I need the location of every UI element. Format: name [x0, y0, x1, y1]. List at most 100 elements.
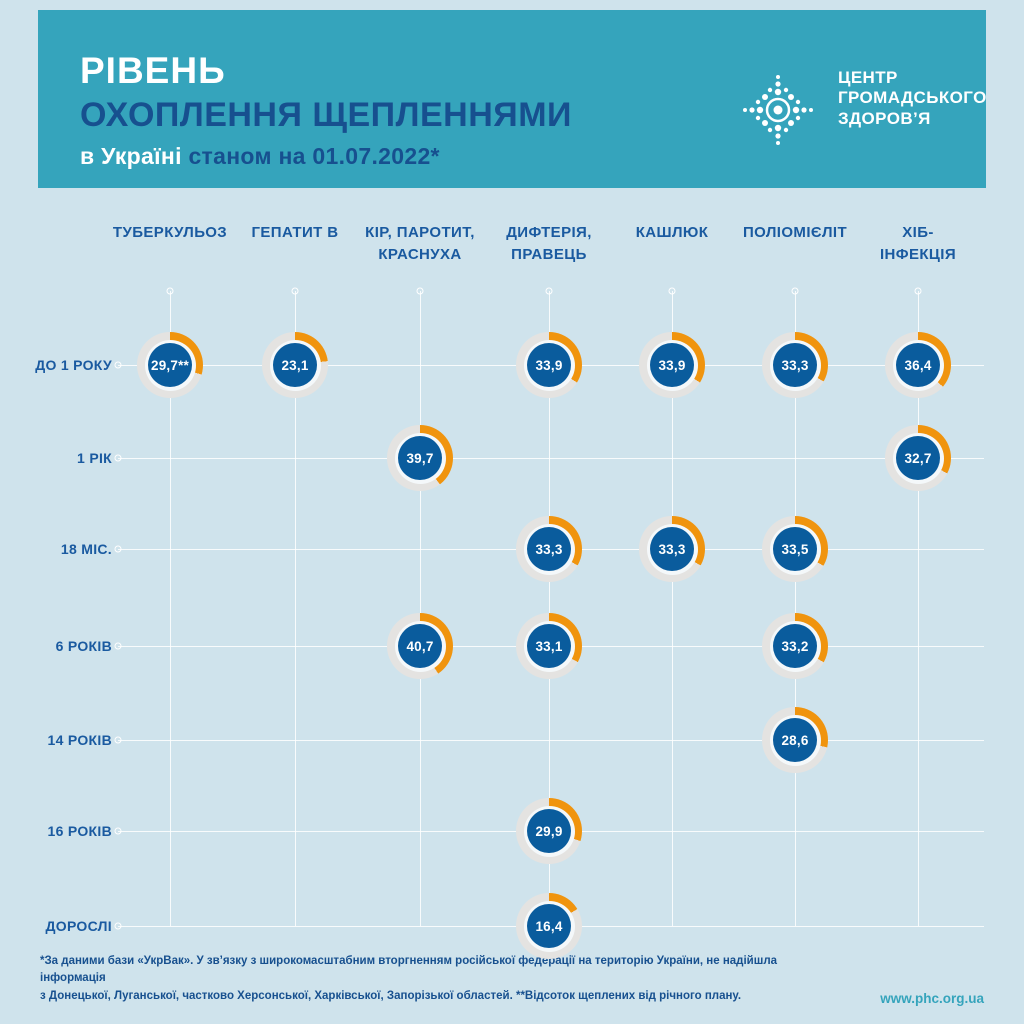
- title-line2: ОХОПЛЕННЯ ЩЕПЛЕННЯМИ: [80, 96, 572, 134]
- grid-vline: [917, 291, 919, 926]
- gauge-value: 33,9: [527, 343, 571, 387]
- grid-node: [914, 287, 922, 295]
- gauge-gap: 33,3: [769, 339, 821, 391]
- gauge-value: 23,1: [273, 343, 317, 387]
- gauge-value: 33,3: [527, 527, 571, 571]
- gauge-value: 16,4: [527, 904, 571, 948]
- grid-node: [114, 922, 122, 930]
- grid-node: [114, 545, 122, 553]
- gauge-ДО 1 РОКУ-1: 23,1: [262, 332, 328, 398]
- row-label-3: 6 РОКІВ: [55, 638, 112, 654]
- gauge-value: 39,7: [398, 436, 442, 480]
- column-header-2: КІР, ПАРОТИТ, КРАСНУХА: [365, 224, 475, 263]
- gauge-ДОРОСЛІ-3: 16,4: [516, 893, 582, 959]
- row-label-1: 1 РІК: [77, 450, 112, 466]
- gauge-value: 29,9: [527, 809, 571, 853]
- grid-vline: [294, 291, 296, 926]
- column-header-5: ПОЛІОМІЄЛІТ: [742, 224, 848, 241]
- gauge-gap: 32,7: [892, 432, 944, 484]
- phc-logo: ЦЕНТР ГРОМАДСЬКОГО ЗДОРОВ’Я: [728, 32, 986, 188]
- column-header-1: ГЕПАТИТ В: [251, 224, 339, 241]
- row-label-4: 14 РОКІВ: [47, 732, 112, 748]
- phc-logo-text: ЦЕНТР ГРОМАДСЬКОГО ЗДОРОВ’Я: [838, 68, 987, 128]
- grid-node: [791, 287, 799, 295]
- gauge-gap: 33,9: [523, 339, 575, 391]
- gauge-gap: 36,4: [892, 339, 944, 391]
- row-label-2: 18 МІС.: [60, 541, 112, 557]
- gauge-gap: 33,1: [523, 620, 575, 672]
- gauge-value: 36,4: [896, 343, 940, 387]
- grid-node: [291, 287, 299, 295]
- gauge-value: 33,3: [773, 343, 817, 387]
- gauge-gap: 40,7: [394, 620, 446, 672]
- grid-node: [114, 454, 122, 462]
- footnote-line2: з Донецької, Луганської, частково Херсон…: [40, 990, 742, 1003]
- subtitle: в Україні станом на 01.07.2022*: [80, 143, 440, 170]
- grid-node: [416, 287, 424, 295]
- gauge-value: 33,2: [773, 624, 817, 668]
- gauge-gap: 28,6: [769, 714, 821, 766]
- gauge-value: 40,7: [398, 624, 442, 668]
- subtitle-navy: станом на 01.07.2022*: [181, 143, 440, 169]
- gauge-1 РІК-2: 39,7: [387, 425, 453, 491]
- gauge-ДО 1 РОКУ-6: 36,4: [885, 332, 951, 398]
- gauge-gap: 29,9: [523, 805, 575, 857]
- grid-vline: [419, 291, 421, 926]
- gauge-gap: 39,7: [394, 432, 446, 484]
- footnote-line1: *За даними бази «УкрВак». У зв’язку з ши…: [40, 954, 778, 985]
- gauge-ДО 1 РОКУ-0: 29,7**: [137, 332, 203, 398]
- gauge-value: 28,6: [773, 718, 817, 762]
- grid-node: [114, 736, 122, 744]
- gauge-value: 33,1: [527, 624, 571, 668]
- gauge-18 МІС.-4: 33,3: [639, 516, 705, 582]
- grid-vline: [169, 291, 171, 926]
- gauge-gap: 16,4: [523, 900, 575, 952]
- gauge-gap: 33,3: [646, 523, 698, 575]
- column-header-6: ХІБ-ІНФЕКЦІЯ: [879, 224, 957, 263]
- grid-vline: [794, 291, 796, 926]
- grid-node: [668, 287, 676, 295]
- grid-vline: [671, 291, 673, 926]
- gauge-gap: 33,5: [769, 523, 821, 575]
- grid-vline: [548, 291, 550, 926]
- header-band: РІВЕНЬ ОХОПЛЕННЯ ЩЕПЛЕННЯМИ в Україні ст…: [38, 10, 986, 188]
- row-label-5: 16 РОКІВ: [47, 823, 112, 839]
- subtitle-white: в Україні: [80, 143, 182, 169]
- footnote: *За даними бази «УкрВак». У зв’язку з ши…: [40, 953, 840, 1006]
- column-header-3: ДИФТЕРІЯ, ПРАВЕЦЬ: [506, 224, 592, 263]
- gauge-16 РОКІВ-3: 29,9: [516, 798, 582, 864]
- grid-node: [545, 287, 553, 295]
- gauge-value: 33,3: [650, 527, 694, 571]
- gauge-14 РОКІВ-5: 28,6: [762, 707, 828, 773]
- grid-hline: [118, 739, 984, 741]
- gauge-6 РОКІВ-2: 40,7: [387, 613, 453, 679]
- row-label-6: ДОРОСЛІ: [45, 918, 112, 934]
- gauge-gap: 33,3: [523, 523, 575, 575]
- grid-node: [166, 287, 174, 295]
- gauge-6 РОКІВ-3: 33,1: [516, 613, 582, 679]
- grid-node: [114, 827, 122, 835]
- gauge-value: 33,9: [650, 343, 694, 387]
- title-line1: РІВЕНЬ: [80, 50, 226, 91]
- gauge-gap: 33,9: [646, 339, 698, 391]
- grid-node: [114, 642, 122, 650]
- gauge-18 МІС.-5: 33,5: [762, 516, 828, 582]
- gauge-1 РІК-6: 32,7: [885, 425, 951, 491]
- gauge-18 МІС.-3: 33,3: [516, 516, 582, 582]
- gauge-gap: 33,2: [769, 620, 821, 672]
- gauge-gap: 23,1: [269, 339, 321, 391]
- gauge-ДО 1 РОКУ-4: 33,9: [639, 332, 705, 398]
- website-link[interactable]: www.phc.org.ua: [880, 991, 984, 1006]
- gauge-gap: 29,7**: [144, 339, 196, 391]
- row-label-0: ДО 1 РОКУ: [35, 357, 112, 373]
- gauge-value: 29,7**: [148, 343, 192, 387]
- phc-logo-dots-icon: [743, 75, 813, 145]
- column-header-4: КАШЛЮК: [635, 224, 709, 241]
- gauge-6 РОКІВ-5: 33,2: [762, 613, 828, 679]
- gauge-value: 33,5: [773, 527, 817, 571]
- gauge-value: 32,7: [896, 436, 940, 480]
- grid-node: [114, 361, 122, 369]
- gauge-ДО 1 РОКУ-3: 33,9: [516, 332, 582, 398]
